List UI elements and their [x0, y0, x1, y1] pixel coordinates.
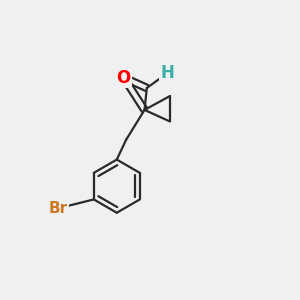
Text: O: O — [117, 69, 131, 87]
Text: Br: Br — [48, 201, 68, 216]
Text: H: H — [161, 64, 175, 82]
